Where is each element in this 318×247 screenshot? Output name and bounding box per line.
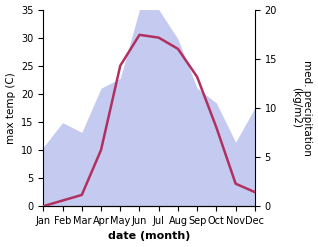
X-axis label: date (month): date (month) [108,231,190,242]
Y-axis label: med. precipitation
(kg/m2): med. precipitation (kg/m2) [291,60,313,156]
Y-axis label: max temp (C): max temp (C) [5,72,16,144]
